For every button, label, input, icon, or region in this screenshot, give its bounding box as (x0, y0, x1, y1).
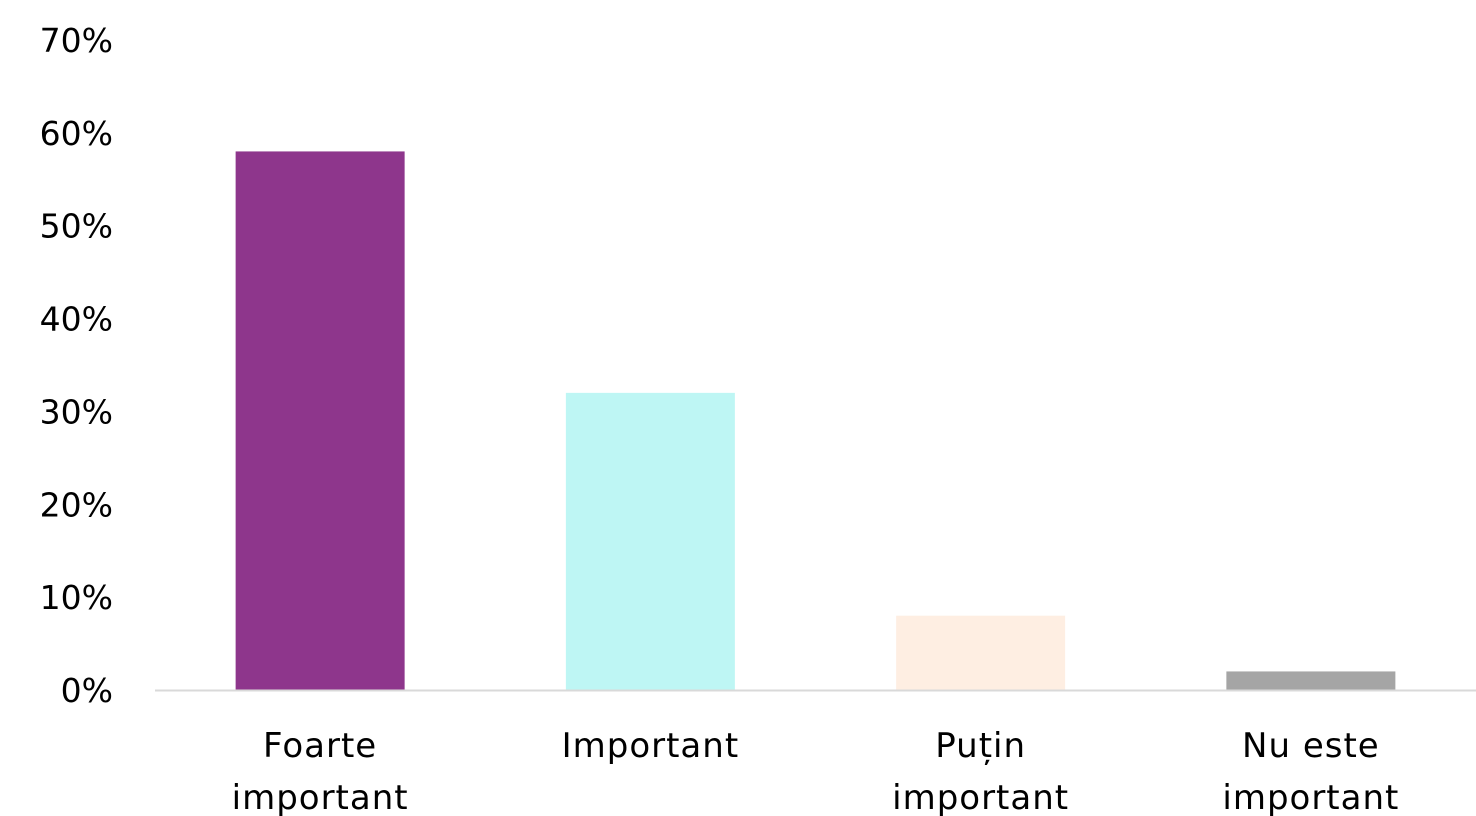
bars (235, 151, 1396, 690)
y-tick-label: 30% (40, 392, 113, 431)
x-tick-label: Puțin important (892, 726, 1069, 816)
bar (896, 615, 1066, 690)
y-tick-label: 60% (40, 114, 113, 153)
bar (1226, 671, 1396, 690)
y-axis: 0% 10% 20% 30% 40% 50% 60% 70% (40, 21, 113, 710)
y-tick-label: 0% (61, 671, 113, 710)
y-tick-label: 40% (40, 300, 113, 339)
x-tick-label: Important (562, 726, 740, 766)
x-axis: Foarte important Important Puțin important Nu… (232, 726, 1399, 816)
x-tick-label: Foarte important (232, 726, 409, 816)
y-tick-label: 70% (40, 21, 113, 60)
bar (235, 151, 405, 690)
y-tick-label: 50% (40, 207, 113, 246)
y-tick-label: 20% (40, 485, 113, 524)
y-tick-label: 10% (40, 578, 113, 617)
bar (565, 392, 735, 690)
x-tick-label: Nu este important (1222, 726, 1399, 816)
